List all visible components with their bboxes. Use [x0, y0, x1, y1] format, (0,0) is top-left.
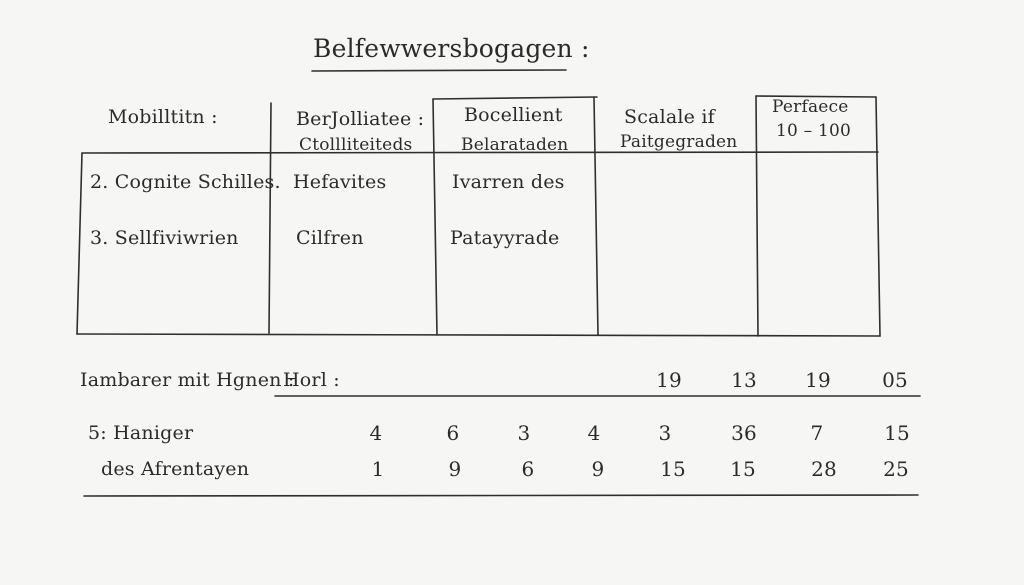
detail-r1-v8: 15 — [884, 421, 910, 445]
detail-label-2: des Afrentayen — [101, 458, 250, 480]
summary-value-1: 19 — [656, 368, 682, 392]
detail-r2-v4: 9 — [591, 457, 605, 481]
detail-r1-v1: 4 — [369, 421, 383, 445]
table-cell-r2-c1: 3. Sellfiviwrien — [90, 227, 239, 249]
summary-sublabel: Horl : — [283, 369, 340, 391]
detail-label-1: 5: Haniger — [88, 422, 194, 444]
detail-r1-v5: 3 — [658, 421, 672, 445]
table-top-border-a — [432, 96, 598, 100]
table-cell-r2-c3: Patayyrade — [450, 227, 560, 249]
header-col4-line1: Scalale if — [624, 106, 715, 128]
summary-value-2: 13 — [731, 368, 757, 392]
detail-r1-v6: 36 — [731, 421, 757, 445]
table-top-border-b — [755, 95, 877, 98]
header-col5-line2: 10 – 100 — [776, 121, 851, 141]
summary-label: Iambarer mit Hgnen : — [80, 369, 295, 391]
header-col3-line2: Belarataden — [461, 135, 569, 155]
header-col2-line2: Ctollliteiteds — [299, 135, 413, 155]
table-bottom-border — [76, 333, 881, 337]
summary-value-4: 05 — [882, 368, 908, 392]
title-underline — [311, 69, 567, 72]
header-col4-line2: Paitgegraden — [620, 132, 738, 152]
detail-r1-v2: 6 — [446, 421, 460, 445]
table-cell-r1-c1: 2. Cognite Schilles. — [90, 171, 281, 193]
detail-r1-v7: 7 — [810, 421, 824, 445]
table-cell-r1-c3: Ivarren des — [452, 171, 565, 193]
detail-r2-v8: 25 — [883, 457, 909, 481]
page-title: Belfewwersbogagen : — [313, 34, 590, 63]
header-col1: Mobilltitn : — [108, 106, 218, 128]
table-right-border — [875, 96, 881, 337]
summary-value-3: 19 — [805, 368, 831, 392]
detail-r2-v3: 6 — [521, 457, 535, 481]
column-divider-4 — [755, 95, 759, 337]
header-col2-line1: BerJolliatee : — [296, 108, 425, 130]
column-divider-2 — [432, 98, 438, 336]
table-header-divider — [81, 151, 879, 154]
table-left-border — [76, 152, 83, 335]
column-divider-3 — [593, 96, 599, 336]
detail-bottom-line — [83, 494, 919, 497]
detail-r1-v3: 3 — [517, 421, 531, 445]
detail-r2-v7: 28 — [811, 457, 837, 481]
detail-r2-v6: 15 — [730, 457, 756, 481]
column-divider-1 — [268, 102, 272, 334]
header-col5-line1: Perfaece — [772, 97, 849, 117]
table-cell-r1-c2: Hefavites — [293, 171, 387, 193]
detail-r2-v1: 1 — [371, 457, 385, 481]
detail-r2-v2: 9 — [448, 457, 462, 481]
header-col3-line1: Bocellient — [464, 104, 563, 126]
table-cell-r2-c2: Cilfren — [296, 227, 364, 249]
detail-r1-v4: 4 — [587, 421, 601, 445]
detail-r2-v5: 15 — [660, 457, 686, 481]
